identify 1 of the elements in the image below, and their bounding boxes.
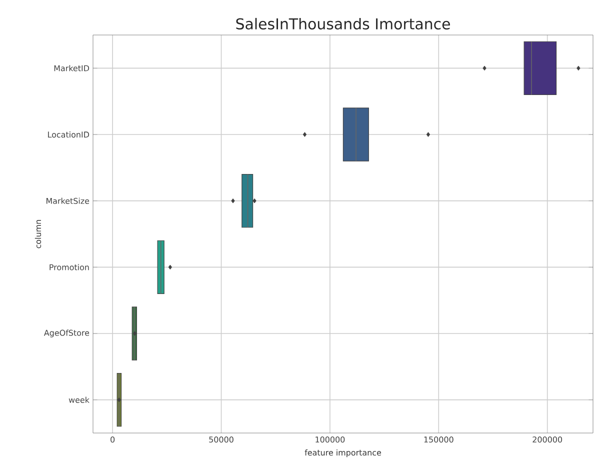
chart-title: SalesInThousands Imortance: [236, 18, 450, 30]
